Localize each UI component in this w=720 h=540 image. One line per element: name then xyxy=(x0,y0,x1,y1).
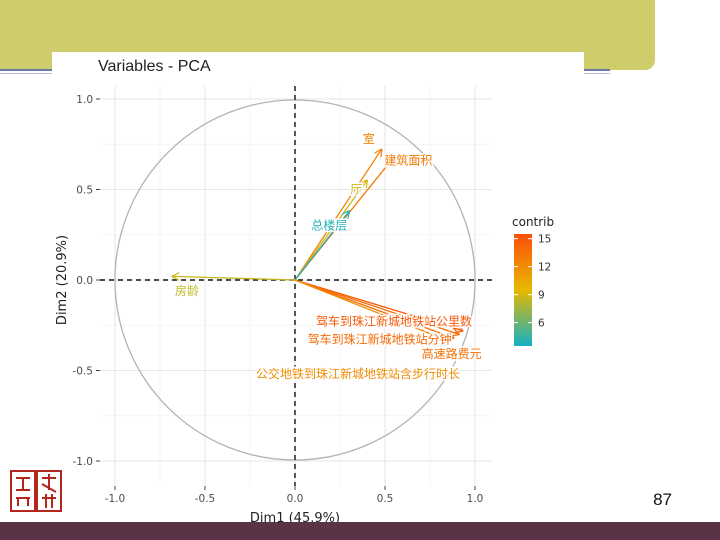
variable-label: 房龄 xyxy=(175,283,199,298)
variable-arrow xyxy=(294,180,367,281)
variable-label: 总楼层 xyxy=(311,218,347,233)
x-tick-label: -0.5 xyxy=(195,493,216,505)
legend-colorbar xyxy=(514,234,532,346)
variable-label: 建筑面积 xyxy=(384,153,432,168)
variable-label: 公交地铁到珠江新城地铁站含步行时长 xyxy=(256,366,460,381)
footer-bar xyxy=(0,522,720,540)
variable-label: 厅 xyxy=(350,183,362,197)
variable-arrow xyxy=(294,211,349,281)
variable-arrow xyxy=(294,279,462,331)
variable-arrow xyxy=(173,276,296,281)
legend-tick-label: 9 xyxy=(538,290,545,302)
variable-arrow xyxy=(294,279,453,338)
variable-label: 室 xyxy=(363,131,375,146)
x-axis-title: Dim1 (45.9%) xyxy=(250,511,340,522)
y-tick-label: 0.5 xyxy=(76,185,93,197)
x-tick-label: 0.5 xyxy=(377,493,394,505)
x-tick-label: 1.0 xyxy=(467,493,484,505)
y-tick-label: -0.5 xyxy=(73,366,94,378)
legend-tick-label: 6 xyxy=(538,318,545,330)
y-tick-label: -1.0 xyxy=(73,456,94,468)
plot-background xyxy=(100,86,492,486)
y-tick-label: 1.0 xyxy=(76,94,93,106)
university-seal-logo xyxy=(10,470,62,512)
legend-tick-label: 12 xyxy=(538,262,551,274)
y-axis-title: Dim2 (20.9%) xyxy=(55,235,70,325)
legend-tick-label: 15 xyxy=(538,234,551,246)
pca-chart: -1.0 -0.5 0.0 0.5 1.0 -1.0 -0.5 0.0 0.5 1.0 Dim1 (… xyxy=(55,86,554,522)
x-tick-label: -1.0 xyxy=(105,493,126,505)
legend-title: contrib xyxy=(512,215,554,229)
variable-label: 驾车到珠江新城地铁站公里数 xyxy=(316,314,472,329)
variable-arrow xyxy=(294,279,459,334)
variable-arrow xyxy=(294,150,381,281)
pca-chart-panel: Variables - PCA -1.0 -0.5 0.0 0.5 1.0 -1.0 -0.… xyxy=(52,52,584,522)
chart-title: Variables - PCA xyxy=(98,58,211,75)
variable-arrow xyxy=(294,279,450,342)
x-tick-label: 0.0 xyxy=(287,493,304,505)
variable-label: 驾车到珠江新城地铁站分钟 xyxy=(308,332,452,347)
page-number: 87 xyxy=(653,490,672,509)
y-tick-label: 0.0 xyxy=(76,275,93,287)
variable-label: 高速路费元 xyxy=(422,346,482,361)
